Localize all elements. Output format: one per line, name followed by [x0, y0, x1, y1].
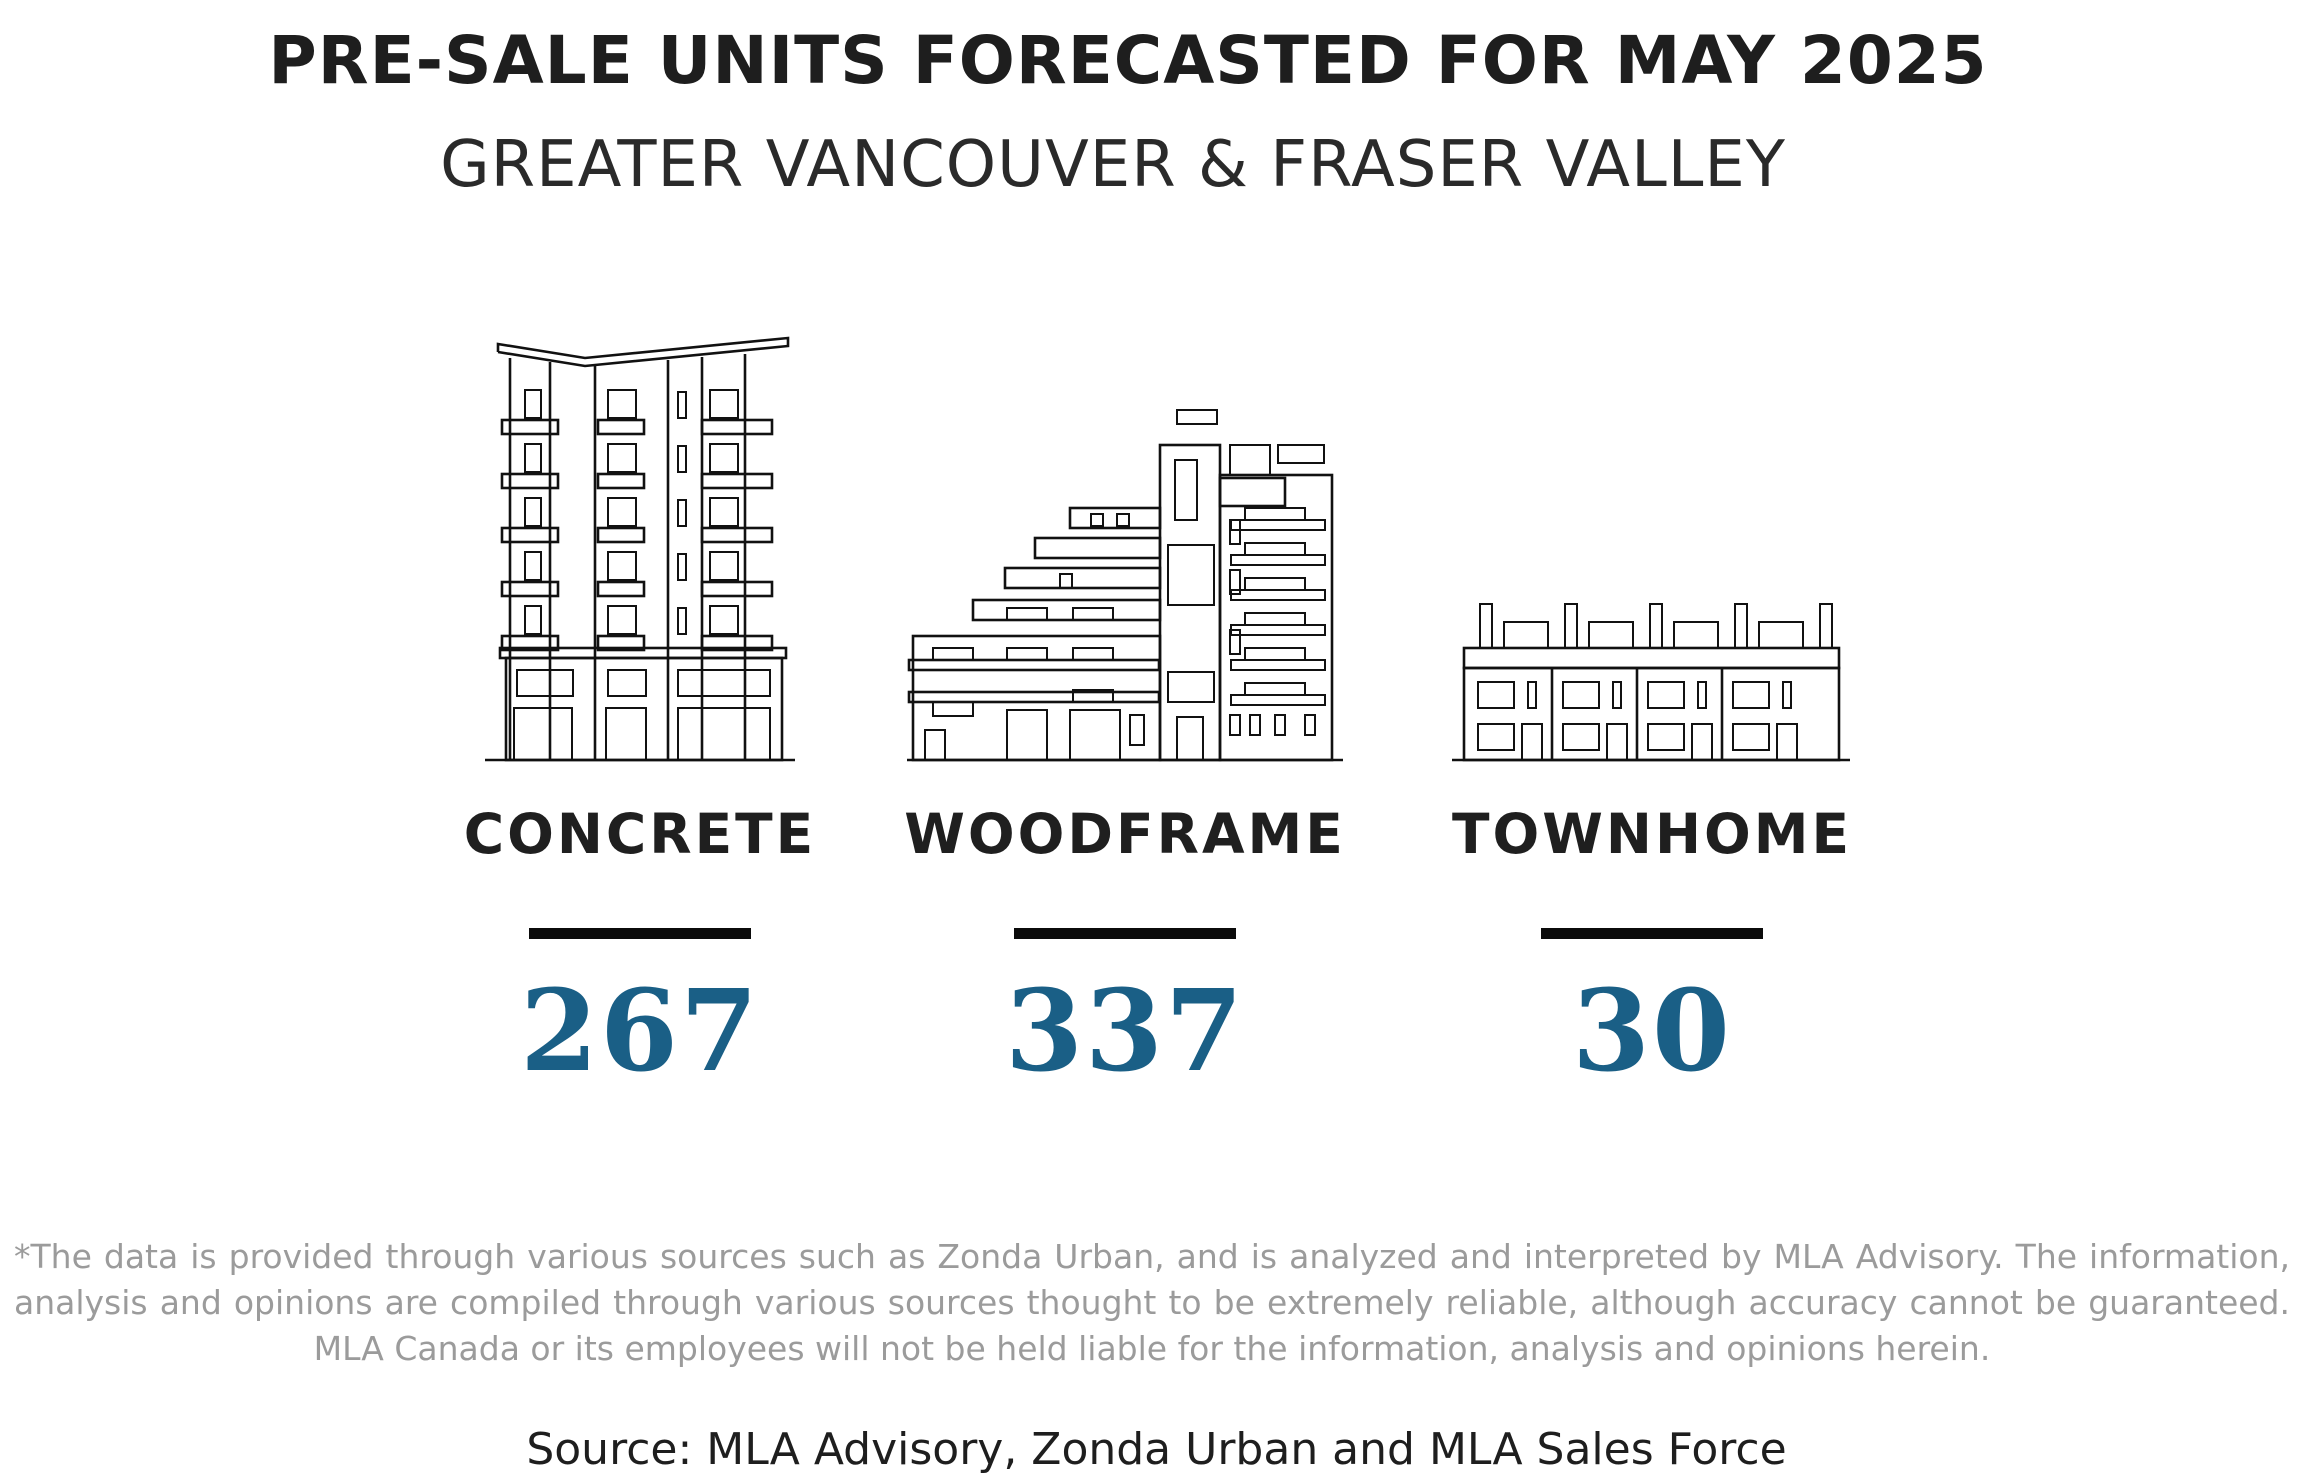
- woodframe-midrise-icon: [895, 330, 1355, 770]
- disclaimer-text: *The data is provided through various so…: [14, 1237, 2290, 1368]
- divider: [529, 928, 751, 939]
- category-label: CONCRETE: [463, 802, 817, 866]
- category-value: 30: [1572, 966, 1732, 1097]
- category-card-concrete: CONCRETE 267: [410, 330, 870, 1110]
- category-card-townhome: TOWNHOME 30: [1422, 330, 1882, 1110]
- divider: [1541, 928, 1763, 939]
- divider: [1014, 928, 1236, 939]
- townhome-row-icon: [1422, 330, 1882, 770]
- source-line: Source: MLA Advisory, Zonda Urban and ML…: [526, 1424, 1787, 1475]
- category-value: 267: [520, 966, 760, 1097]
- category-label: WOODFRAME: [904, 802, 1346, 866]
- page-title: PRE-SALE UNITS FORECASTED FOR MAY 2025: [268, 22, 1988, 99]
- category-value: 337: [1005, 966, 1245, 1097]
- page-subtitle: GREATER VANCOUVER & FRASER VALLEY: [440, 128, 1786, 202]
- category-card-woodframe: WOODFRAME 337: [895, 330, 1355, 1110]
- category-label: TOWNHOME: [1451, 802, 1853, 866]
- concrete-highrise-icon: [410, 330, 870, 770]
